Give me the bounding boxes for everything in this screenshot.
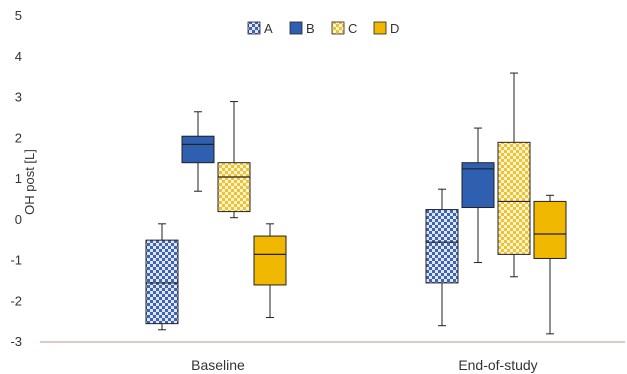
legend: A B C D — [247, 21, 399, 36]
y-tick-label: 4 — [15, 49, 22, 64]
y-tick-label: -3 — [10, 334, 22, 349]
x-axis: Baseline End-of-study — [191, 357, 538, 373]
box-body — [253, 235, 287, 286]
y-tick-label: 5 — [15, 8, 22, 23]
y-tick-label: -1 — [10, 253, 22, 268]
box-body — [497, 141, 531, 255]
box-body — [533, 200, 567, 259]
y-tick-label: 1 — [15, 171, 22, 186]
box-body — [425, 209, 459, 284]
y-tick-label: 2 — [15, 130, 22, 145]
box-D-1 — [533, 194, 567, 335]
legend-label-A: A — [264, 21, 273, 36]
box-A-1 — [425, 188, 459, 327]
legend-label-B: B — [306, 21, 315, 36]
box-body — [181, 135, 215, 164]
legend-swatch-B — [289, 21, 303, 35]
legend-swatch-D — [373, 21, 387, 35]
plot-area — [145, 72, 567, 335]
box-A-0 — [145, 223, 179, 331]
x-category-label: Baseline — [191, 357, 245, 373]
legend-swatch-C — [331, 21, 345, 35]
box-B-0 — [181, 111, 215, 192]
box-body — [461, 162, 495, 209]
x-category-label: End-of-study — [458, 357, 537, 373]
box-C-1 — [497, 72, 531, 278]
y-axis-label: OH post [L] — [22, 149, 37, 215]
y-tick-label: 0 — [15, 212, 22, 227]
box-C-0 — [217, 101, 251, 219]
y-tick-label: 3 — [15, 90, 22, 105]
legend-label-D: D — [390, 21, 399, 36]
box-D-0 — [253, 223, 287, 319]
box-body — [217, 162, 251, 213]
legend-label-C: C — [348, 21, 357, 36]
y-axis: 5 4 3 2 1 0 -1 -2 -3 — [10, 8, 22, 349]
y-tick-label: -2 — [10, 293, 22, 308]
legend-swatch-A — [247, 21, 261, 35]
box-body — [145, 239, 179, 325]
box-B-1 — [461, 127, 495, 264]
